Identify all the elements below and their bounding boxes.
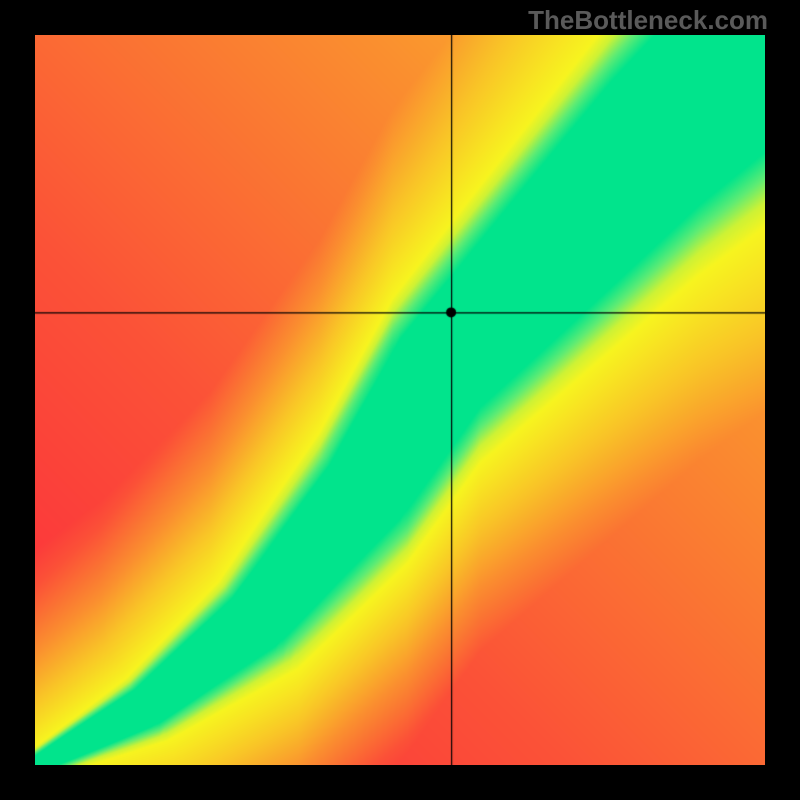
watermark-text: TheBottleneck.com — [528, 5, 768, 36]
chart-container: TheBottleneck.com — [0, 0, 800, 800]
bottleneck-heatmap — [35, 35, 765, 765]
